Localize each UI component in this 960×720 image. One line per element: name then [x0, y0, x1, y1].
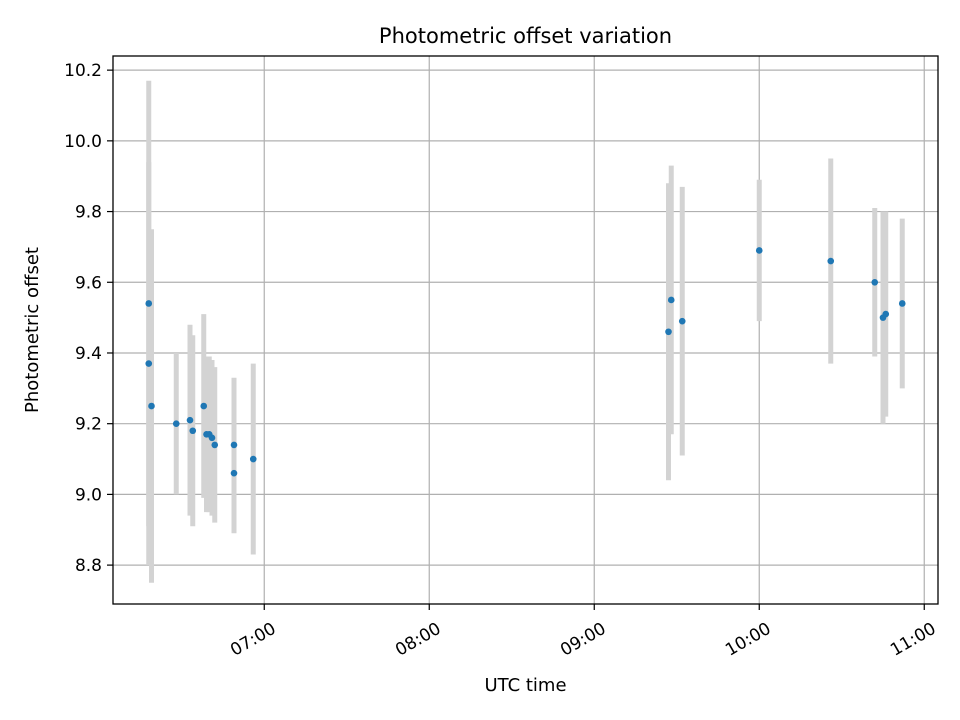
data-point: [230, 441, 238, 449]
grid: [113, 56, 938, 604]
data-point: [678, 317, 686, 325]
y-tick-label: 9.2: [75, 415, 102, 435]
y-tick-label: 9.4: [75, 344, 102, 364]
data-point: [898, 300, 906, 307]
x-tick-label: 10:00: [722, 619, 774, 661]
data-point: [249, 455, 257, 463]
y-tick-label: 10.0: [64, 132, 102, 152]
y-tick-label: 10.2: [64, 61, 102, 81]
data-point: [148, 402, 155, 410]
data-point: [186, 416, 194, 424]
data-point: [871, 278, 879, 286]
x-axis-title: UTC time: [484, 675, 566, 696]
data-point: [230, 469, 238, 477]
data-point: [211, 441, 219, 449]
data-point: [145, 300, 153, 307]
x-tick-label: 07:00: [227, 619, 279, 661]
y-tick-label: 8.8: [75, 556, 102, 576]
data-point: [208, 434, 216, 442]
y-tick-label: 9.0: [75, 485, 102, 505]
data-point: [665, 328, 672, 336]
data-point: [172, 420, 180, 427]
data-point: [827, 257, 835, 265]
y-tick-label: 9.6: [75, 273, 102, 293]
x-tick-label: 11:00: [887, 619, 939, 661]
data-point: [882, 310, 890, 318]
y-tick-label: 9.8: [75, 203, 102, 223]
data-point: [200, 402, 208, 410]
plot-frame: [112, 55, 939, 605]
data-point: [189, 427, 197, 435]
y-axis-title: Photometric offset: [22, 247, 43, 413]
ticks: 07:00 08:00 09:00 10:00 11:00 8.8 9.0 9.2 9.4 9.6…: [64, 61, 939, 660]
data-point: [755, 247, 763, 254]
data-points: [145, 247, 906, 477]
x-tick-label: 08:00: [392, 619, 444, 661]
error-bars: [146, 80, 905, 583]
data-point: [667, 296, 675, 304]
x-tick-label: 09:00: [557, 619, 609, 661]
chart-title: Photometric offset variation: [379, 24, 672, 48]
data-point: [145, 360, 153, 367]
